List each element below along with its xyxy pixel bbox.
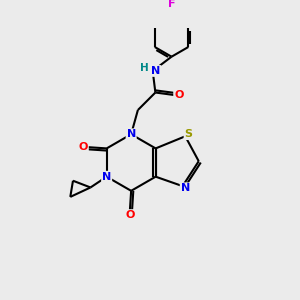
Text: N: N: [181, 183, 190, 193]
Text: F: F: [168, 0, 175, 9]
Text: O: O: [79, 142, 88, 152]
Text: N: N: [102, 172, 111, 182]
Text: S: S: [184, 129, 193, 139]
Text: H: H: [140, 63, 148, 73]
Text: O: O: [174, 90, 184, 100]
Text: N: N: [151, 66, 160, 76]
Text: O: O: [125, 210, 134, 220]
Text: N: N: [127, 129, 136, 139]
